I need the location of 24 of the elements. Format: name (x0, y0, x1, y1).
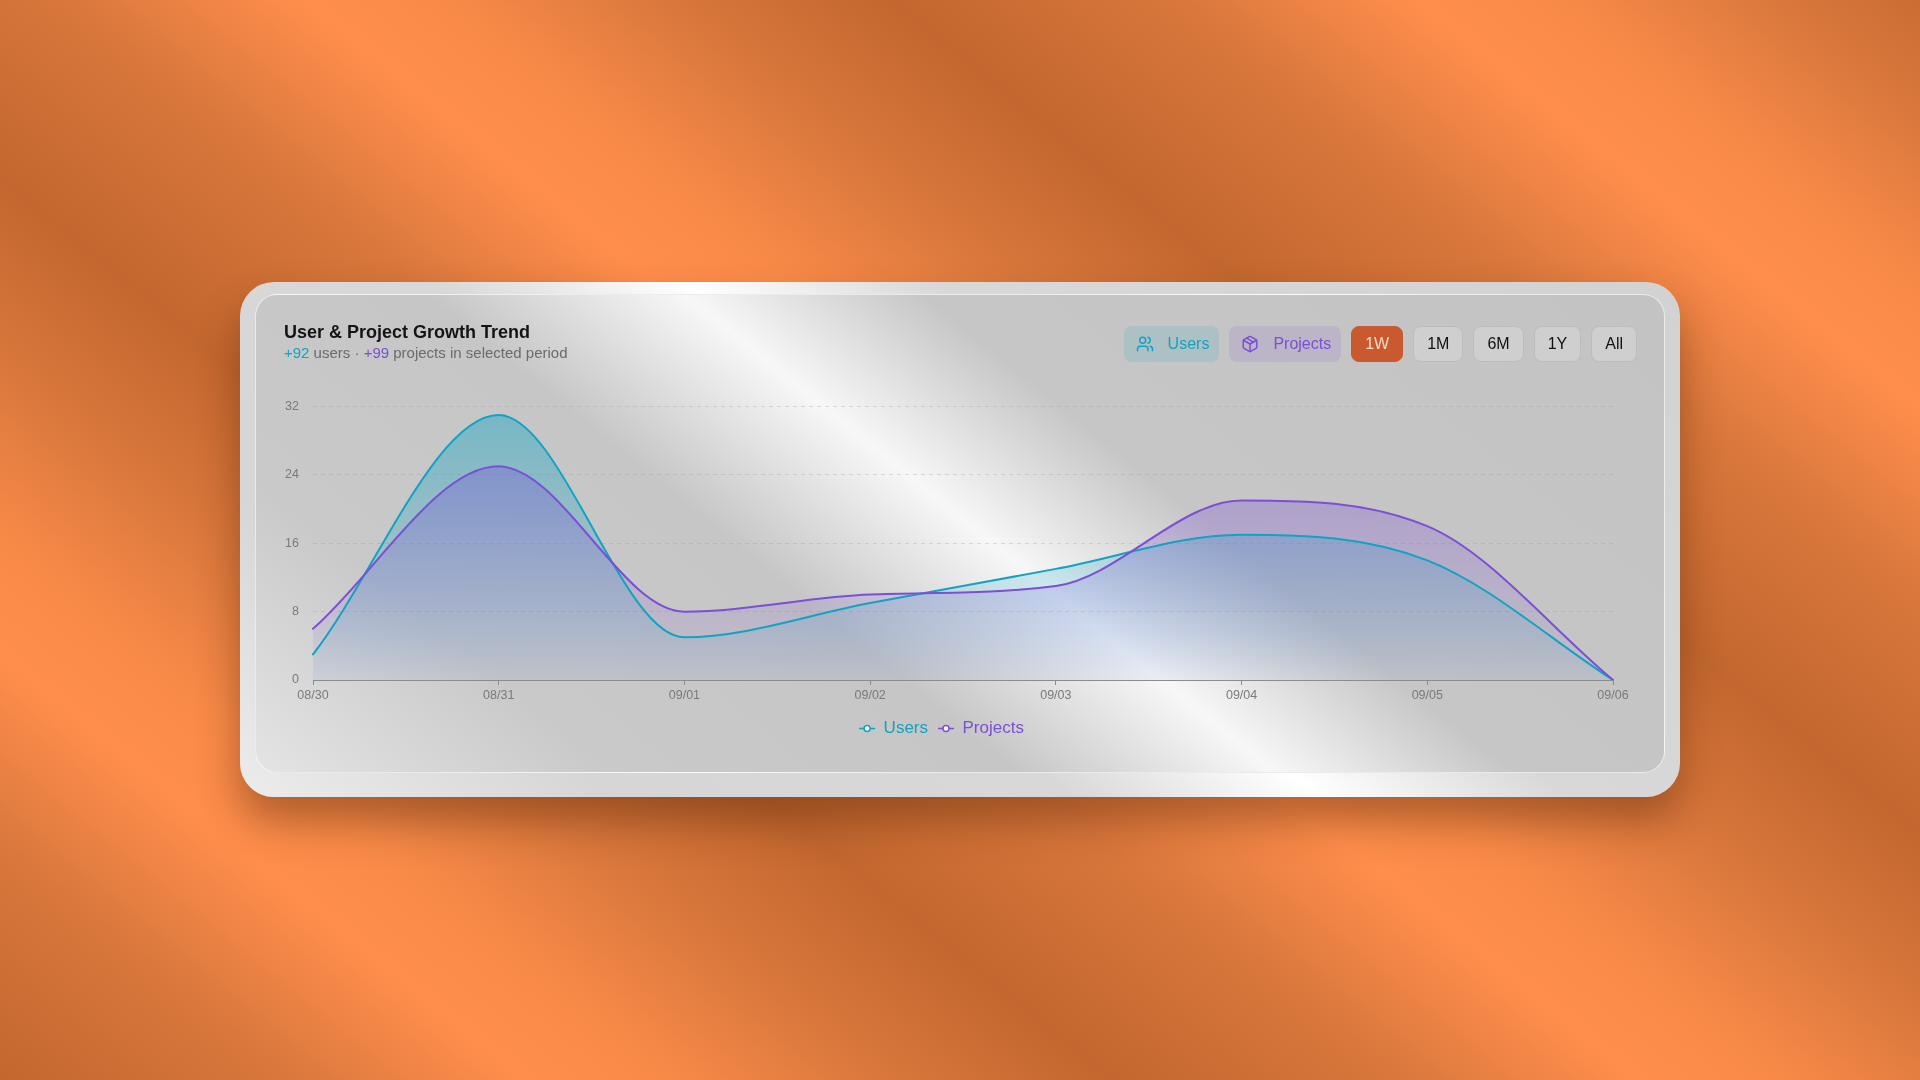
chart-title: User & Project Growth Trend (284, 321, 531, 343)
x-tick-label: 09/04 (1225, 687, 1258, 702)
y-tick-label: 16 (285, 535, 300, 550)
range-button: All (1591, 326, 1637, 362)
x-tick-label: 08/31 (483, 687, 515, 702)
range-button: 1W (1351, 326, 1404, 362)
x-tick-label: 09/01 (668, 687, 701, 702)
chart-subtitle: +92 users · +99 projects in selected period (284, 343, 568, 363)
range-button: 1M (1413, 326, 1464, 362)
x-tick-label: 09/06 (1597, 687, 1629, 702)
toggle-button: Projects (1229, 326, 1342, 362)
legend-label: Users (883, 718, 929, 738)
legend-label: Projects (962, 718, 1024, 738)
range-button: 6M (1473, 326, 1524, 362)
y-tick-label: 8 (292, 604, 300, 619)
toggle-button: Users (1123, 326, 1220, 362)
x-tick-label: 08/30 (297, 687, 329, 702)
y-tick-label: 24 (285, 467, 300, 482)
x-tick-label: 09/03 (1040, 687, 1072, 702)
range-button: 1Y (1533, 326, 1582, 362)
y-tick-label: 0 (292, 672, 300, 687)
y-tick-label: 32 (285, 398, 300, 413)
x-tick-label: 09/02 (854, 687, 886, 702)
x-tick-label: 09/05 (1411, 687, 1443, 702)
